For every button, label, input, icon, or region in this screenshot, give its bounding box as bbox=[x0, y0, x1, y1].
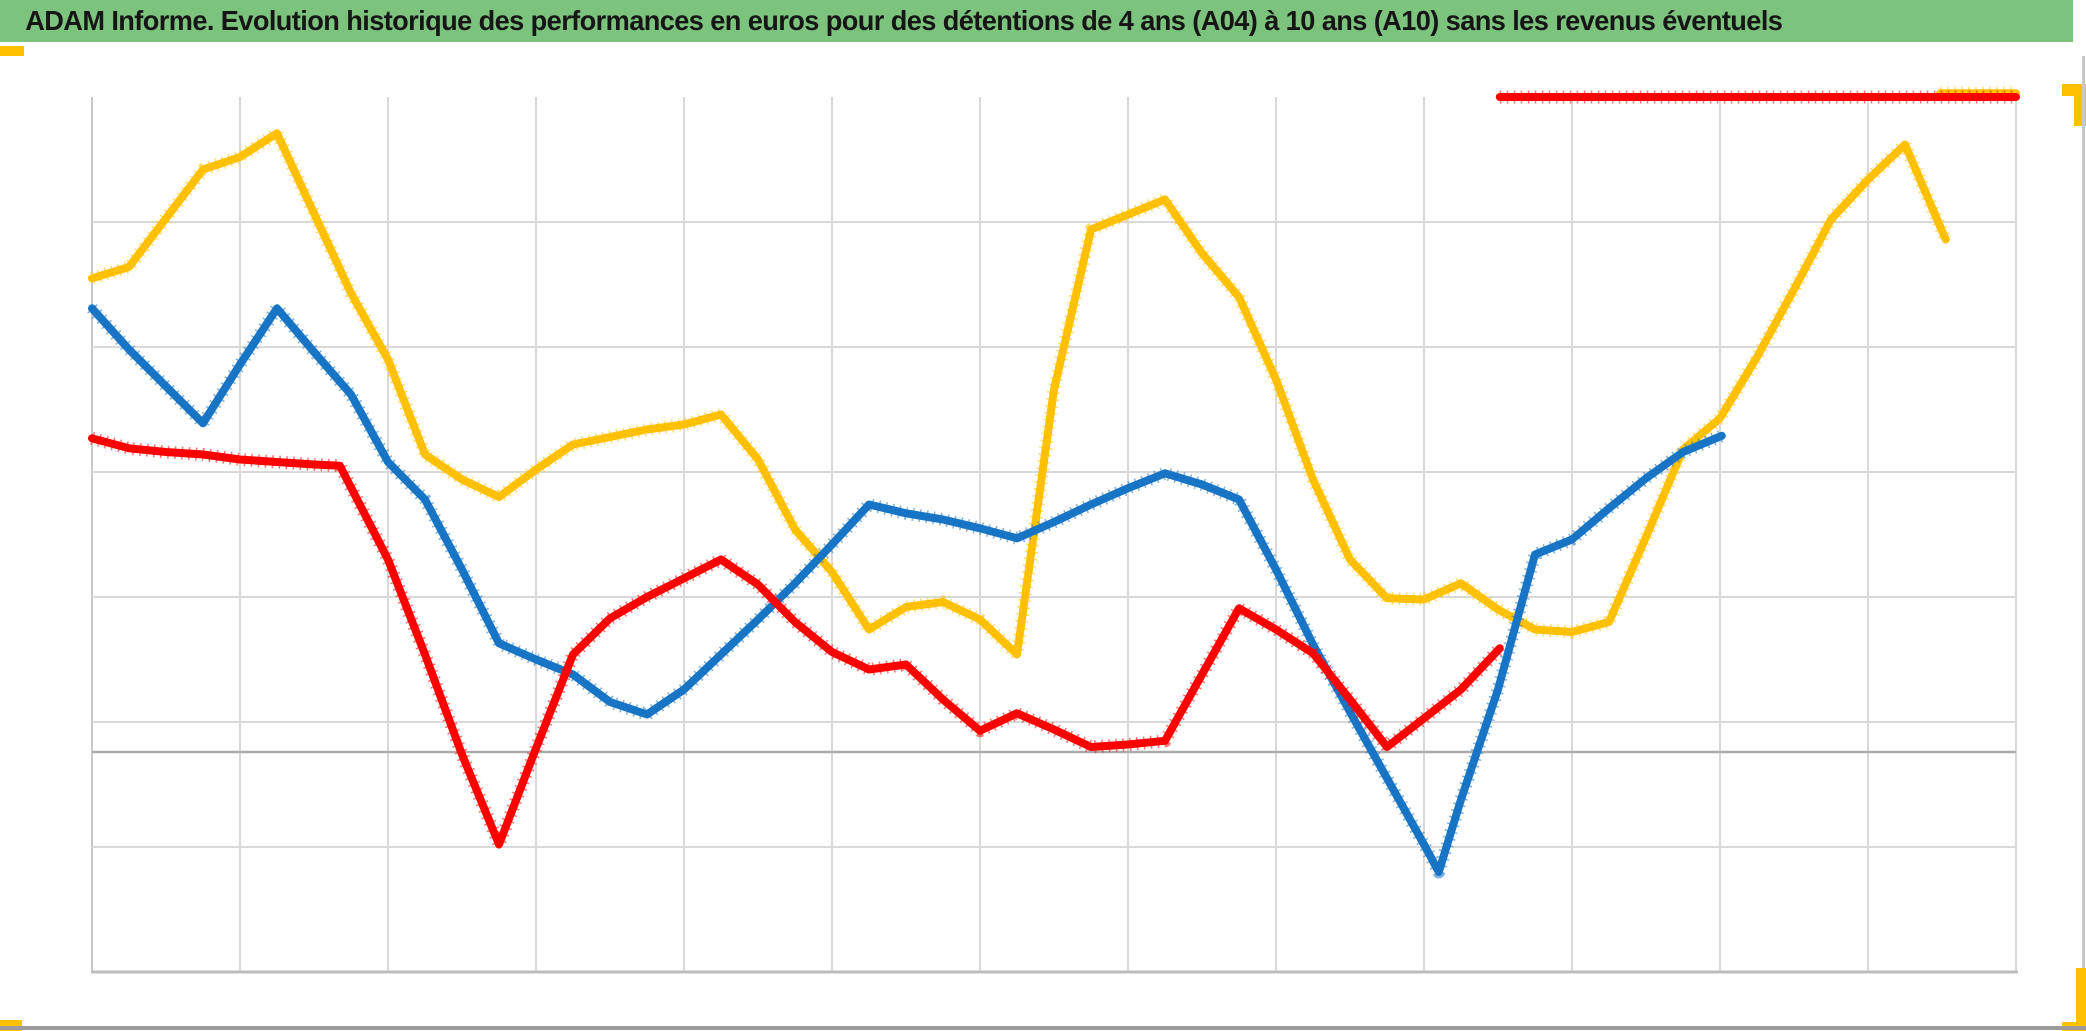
page-title: ADAM Informe. Evolution historique des p… bbox=[25, 5, 1783, 36]
yellow-series-line bbox=[88, 129, 1950, 659]
red-series-line bbox=[88, 434, 1504, 849]
page-bottom-divider bbox=[0, 1026, 2086, 1030]
page-right-border bbox=[2082, 56, 2085, 968]
chart-plot-area bbox=[87, 86, 2020, 974]
blue-series-line bbox=[87, 301, 1725, 879]
selection-corner-mark-bottom-right bbox=[2076, 968, 2086, 1024]
selection-corner-mark-bottom-left bbox=[0, 1020, 22, 1031]
performance-chart bbox=[0, 42, 2086, 1031]
title-bar: ADAM Informe. Evolution historique des p… bbox=[0, 0, 2073, 42]
selection-corner-mark-top-left bbox=[0, 46, 24, 56]
yellow-series-line bbox=[90, 126, 1952, 661]
